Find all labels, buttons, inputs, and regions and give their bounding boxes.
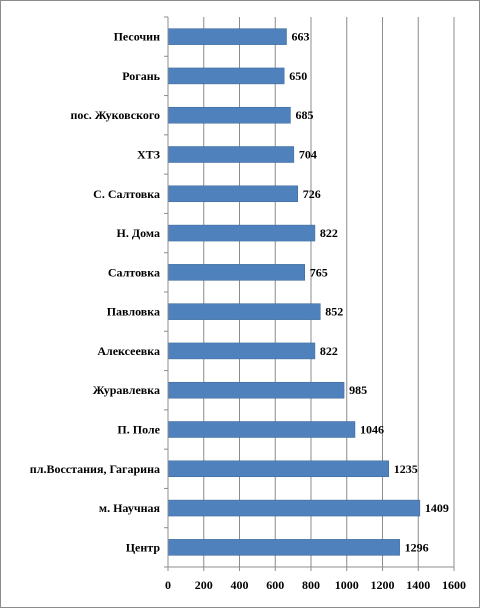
- category-label: С. Салтовка: [93, 187, 160, 201]
- x-tick-label: 800: [302, 578, 320, 592]
- bar: [167, 264, 305, 281]
- bar: [167, 342, 316, 360]
- bar: [167, 28, 287, 45]
- data-label: 685: [295, 108, 313, 122]
- bar: [167, 421, 356, 438]
- category-label: пос. Жуковского: [70, 108, 160, 122]
- data-label: 650: [289, 69, 307, 83]
- x-tick-label: 1200: [371, 578, 395, 592]
- labels: 0 200 400 600 800 1000 1200 1400 1600 Песочин 663 Р…: [30, 30, 466, 592]
- category-label: ХТЗ: [137, 148, 160, 162]
- data-label: 765: [310, 265, 328, 279]
- category-label: Центр: [126, 540, 161, 554]
- bar: [167, 381, 345, 399]
- data-label: 852: [325, 305, 343, 319]
- bar: [167, 106, 291, 124]
- x-tick-label: 1000: [335, 578, 359, 592]
- category-label: Салтовка: [108, 265, 160, 279]
- category-label: П. Поле: [117, 423, 160, 437]
- data-label: 822: [320, 226, 338, 240]
- bars: [167, 28, 421, 556]
- category-label: Павловка: [107, 305, 160, 319]
- data-label: 1409: [425, 501, 449, 515]
- data-label: 663: [292, 30, 310, 44]
- data-label: 704: [299, 148, 317, 162]
- x-tick-label: 0: [165, 578, 171, 592]
- bar: [167, 224, 316, 242]
- bar: [167, 539, 400, 556]
- x-tick-label: 1400: [406, 578, 430, 592]
- grid-lines: [203, 17, 455, 567]
- x-tick-label: 1600: [442, 578, 466, 592]
- category-label: Н. Дома: [117, 226, 160, 240]
- bar: [167, 460, 390, 478]
- data-label: 985: [349, 383, 367, 397]
- data-label: 822: [320, 344, 338, 358]
- bar: [167, 67, 285, 85]
- category-label: Журавлевка: [93, 383, 160, 397]
- bar: [167, 146, 295, 163]
- data-label: 726: [303, 187, 321, 201]
- x-tick-label: 600: [266, 578, 284, 592]
- x-tick-label: 200: [195, 578, 213, 592]
- bar: [167, 185, 299, 203]
- category-label: пл.Восстания, Гагарина: [30, 462, 160, 476]
- category-label: Песочин: [114, 30, 161, 44]
- category-label: м. Научная: [99, 501, 161, 515]
- bar: [167, 499, 421, 517]
- data-label: 1296: [405, 540, 429, 554]
- category-label: Алексеевка: [97, 344, 160, 358]
- data-label: 1046: [360, 423, 384, 437]
- bar: [167, 303, 321, 320]
- axes: [164, 16, 455, 571]
- category-label: Рогань: [122, 69, 160, 83]
- x-tick-label: 400: [231, 578, 249, 592]
- data-label: 1235: [394, 462, 418, 476]
